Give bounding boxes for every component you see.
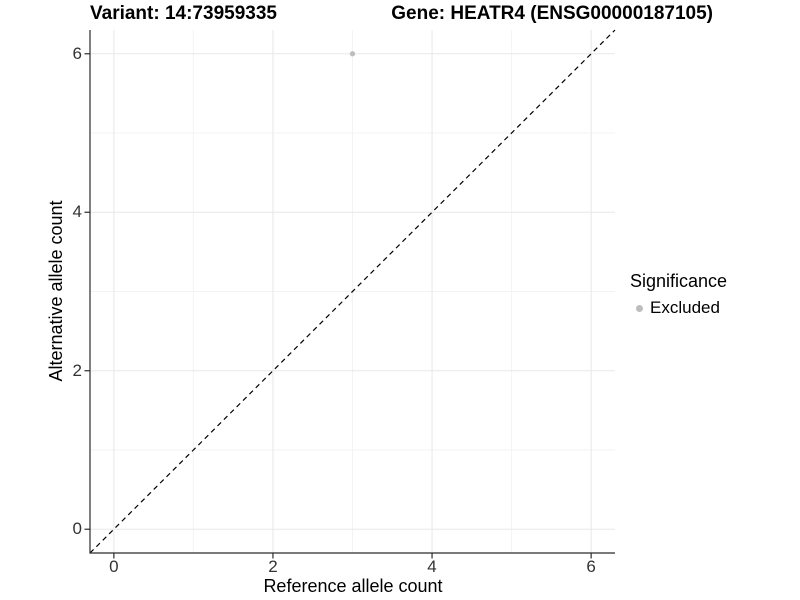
legend-key-dot xyxy=(636,304,643,312)
legend-item-excluded: Excluded xyxy=(630,298,727,318)
legend: Significance Excluded xyxy=(630,270,727,318)
x-tick-label: 2 xyxy=(268,557,278,576)
plot-title-gene: Gene: HEATR4 (ENSG00000187105) xyxy=(391,3,713,24)
x-axis-title: Reference allele count xyxy=(263,576,443,596)
y-tick-label: 6 xyxy=(72,43,82,63)
legend-item-label: Excluded xyxy=(650,298,720,317)
y-tick-label: 2 xyxy=(72,360,82,380)
x-tick-label: 6 xyxy=(586,557,596,576)
legend-title: Significance xyxy=(630,271,728,291)
plot-title-variant: Variant: 14:73959335 xyxy=(90,3,277,24)
identity-line xyxy=(89,29,616,554)
x-tick-label: 0 xyxy=(109,557,119,576)
y-tick-label: 4 xyxy=(72,202,82,222)
data-point xyxy=(349,51,356,57)
y-axis-title: Alternative allele count xyxy=(46,200,66,382)
y-tick-label: 0 xyxy=(72,519,82,539)
x-tick-label: 4 xyxy=(427,557,437,576)
